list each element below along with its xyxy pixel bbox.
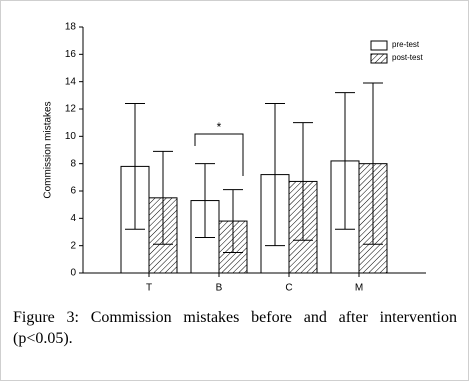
error-bar xyxy=(153,150,173,245)
y-tick-label: 18 xyxy=(65,22,77,33)
error-bar xyxy=(125,103,145,230)
legend-swatch xyxy=(370,53,388,64)
significance-label: * xyxy=(217,120,222,134)
y-tick-label: 16 xyxy=(65,49,77,60)
legend-swatch xyxy=(370,40,388,51)
error-bar xyxy=(363,82,383,245)
error-bar xyxy=(223,189,243,253)
significance-bracket xyxy=(194,133,244,176)
y-axis-label: Commission mistakes xyxy=(43,101,54,198)
chart: Commission mistakes 0 2 4 6 8 10 12 14 16 18 T B C M *… xyxy=(43,22,426,294)
y-tick-label: 4 xyxy=(70,213,76,224)
y-tick-label: 8 xyxy=(70,158,76,169)
x-tick-label: T xyxy=(146,283,152,294)
error-bar xyxy=(293,122,313,241)
y-tick-label: 0 xyxy=(70,268,76,279)
error-bar xyxy=(195,163,215,238)
y-tick-label: 10 xyxy=(65,131,77,142)
y-tick-label: 2 xyxy=(70,240,76,251)
y-tick-label: 14 xyxy=(65,76,77,87)
y-tick-label: 12 xyxy=(65,104,77,115)
error-bar xyxy=(265,103,285,247)
legend-label: post-test xyxy=(392,53,423,62)
error-bar xyxy=(335,92,355,230)
x-tick-label: M xyxy=(355,283,363,294)
caption: Figure 3: Commission mistakes before and… xyxy=(13,309,457,347)
x-tick-label: C xyxy=(285,283,292,294)
x-tick-label: B xyxy=(216,283,223,294)
legend-label: pre-test xyxy=(392,40,420,49)
y-tick-label: 6 xyxy=(70,186,76,197)
